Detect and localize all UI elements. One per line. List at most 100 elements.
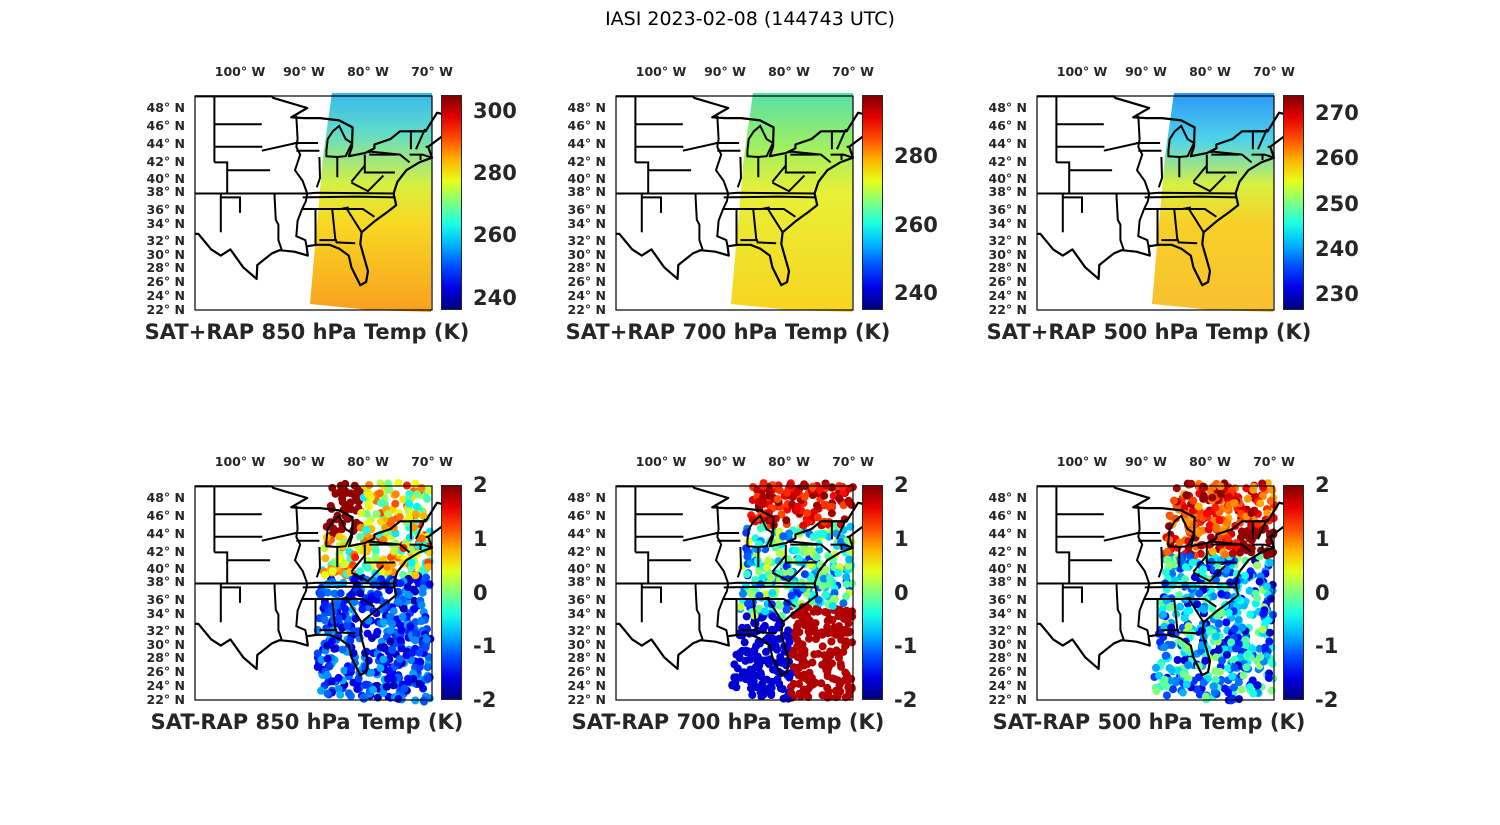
state-border	[315, 156, 322, 188]
state-border	[767, 598, 784, 623]
data-point	[1161, 651, 1170, 660]
state-border	[836, 128, 847, 150]
data-point	[409, 585, 418, 594]
data-point	[1215, 516, 1224, 525]
data-point	[1256, 499, 1265, 508]
state-border	[767, 208, 784, 233]
state-border	[415, 518, 426, 540]
lat-tick-label: 26° N	[146, 274, 185, 289]
lat-tick-label: 26° N	[988, 664, 1027, 679]
lat-tick-label: 48° N	[567, 490, 606, 505]
lat-tick-label: 44° N	[988, 526, 1027, 541]
lat-tick-label: 26° N	[988, 274, 1027, 289]
data-point	[1167, 641, 1176, 649]
data-point	[1159, 610, 1168, 619]
data-point	[313, 649, 322, 658]
lat-tick-label: 46° N	[567, 508, 606, 523]
data-point	[813, 501, 821, 510]
data-point	[1266, 496, 1275, 505]
lat-tick-label: 28° N	[146, 650, 185, 665]
data-point	[424, 486, 433, 495]
data-point	[1230, 625, 1239, 634]
data-point	[391, 490, 400, 499]
colorbar	[441, 485, 462, 700]
data-point	[417, 534, 426, 543]
data-point	[842, 573, 851, 582]
data-point	[767, 633, 776, 642]
data-point	[410, 605, 419, 614]
lat-tick-label: 24° N	[146, 288, 185, 303]
lat-tick-label: 38° N	[567, 184, 606, 199]
lon-tick-label: 100° W	[1056, 64, 1108, 79]
lat-tick-label: 38° N	[146, 574, 185, 589]
data-point	[1228, 549, 1237, 558]
map-panel: 100° W 90° W 80° W 70° W 48° N 46° N 44° N 42° …	[145, 64, 517, 344]
data-point	[396, 636, 405, 645]
state-border	[723, 585, 816, 589]
panel-title: SAT-RAP 850 hPa Temp (K)	[150, 710, 464, 734]
data-point	[1199, 678, 1208, 687]
colorbar-tick-label: 1	[1315, 526, 1330, 551]
colorbar-tick-label: 2	[1315, 473, 1330, 497]
state-border	[1135, 115, 1151, 247]
data-point	[779, 532, 788, 541]
data-point	[755, 591, 764, 600]
data-point	[379, 688, 388, 697]
data-point	[818, 691, 827, 700]
data-point	[1182, 680, 1191, 689]
satellite-swath	[1152, 93, 1274, 312]
data-point	[1160, 675, 1169, 684]
lat-tick-label: 22° N	[146, 302, 185, 317]
map-axes	[615, 479, 874, 703]
data-point	[1261, 643, 1270, 652]
state-border	[1210, 540, 1253, 554]
data-point	[379, 643, 388, 652]
lat-tick-label: 28° N	[146, 260, 185, 275]
data-point	[748, 691, 757, 699]
state-border	[789, 150, 832, 164]
data-point	[825, 580, 834, 589]
data-point	[820, 651, 829, 660]
data-point	[1163, 555, 1172, 564]
data-point	[1182, 643, 1191, 652]
data-point	[400, 684, 409, 693]
data-point	[1202, 509, 1211, 518]
data-point	[835, 653, 843, 662]
state-border	[214, 161, 229, 194]
lat-tick-label: 26° N	[146, 664, 185, 679]
lon-tick-label: 90° W	[704, 454, 746, 469]
data-point	[818, 582, 827, 591]
state-border	[1144, 585, 1237, 589]
data-point	[767, 625, 776, 634]
data-point	[1195, 690, 1204, 699]
data-point	[1247, 521, 1256, 530]
data-point	[828, 616, 837, 624]
state-border	[830, 153, 854, 159]
lat-tick-label: 48° N	[988, 490, 1027, 505]
satellite-swath	[310, 93, 432, 312]
lat-tick-label: 46° N	[988, 508, 1027, 523]
data-point	[787, 688, 796, 697]
data-point	[1214, 645, 1223, 654]
data-point	[1266, 558, 1275, 567]
data-point	[328, 637, 336, 646]
data-point	[367, 668, 376, 677]
colorbar-tick-label: 240	[894, 280, 938, 305]
data-point	[1217, 590, 1226, 598]
lat-tick-label: 42° N	[146, 154, 185, 169]
colorbar	[441, 95, 462, 310]
state-border	[641, 586, 662, 603]
colorbar-tick-label: 0	[473, 580, 488, 605]
data-point	[741, 656, 750, 665]
data-point	[804, 693, 813, 701]
data-point	[826, 574, 835, 583]
data-point	[1268, 486, 1277, 494]
data-point	[411, 636, 420, 645]
data-point	[386, 612, 394, 621]
data-point	[1249, 689, 1258, 698]
data-point	[355, 567, 364, 576]
state-border	[346, 598, 363, 623]
lat-tick-label: 44° N	[988, 136, 1027, 151]
lat-tick-label: 40° N	[567, 561, 606, 576]
data-point	[376, 664, 385, 673]
